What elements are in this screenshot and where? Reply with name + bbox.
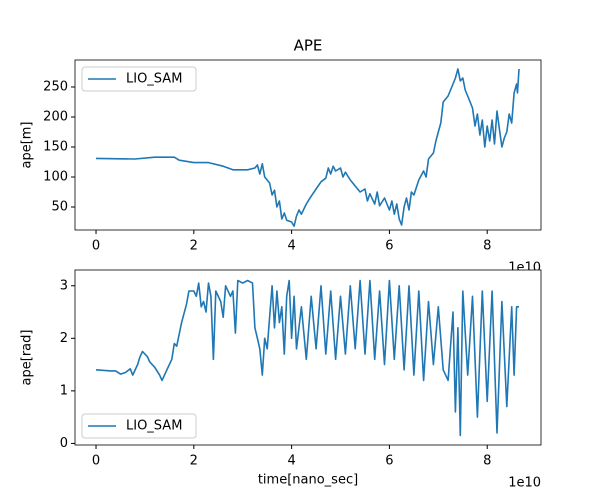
y-tick-label: 2 [60, 331, 68, 346]
y-tick-label: 150 [43, 140, 68, 155]
x-tick-label: 0 [92, 239, 100, 254]
x-tick-label: 0 [92, 454, 100, 469]
axes-frame [74, 59, 542, 231]
y-tick-label: 200 [43, 110, 68, 125]
x-tick-label: 4 [287, 239, 295, 254]
legend-label: LIO_SAM [126, 72, 182, 87]
legend-box [81, 66, 197, 92]
x-tick-label: 8 [483, 239, 491, 254]
axes-frame [74, 269, 542, 446]
x-axis-label: time[nano_sec] [258, 473, 358, 488]
data-line [95, 68, 520, 227]
y-axis-label: ape[m] [20, 121, 35, 168]
x-tick-label: 6 [385, 454, 393, 469]
x-offset-label: 1e10 [508, 476, 541, 491]
x-tick-label: 8 [483, 454, 491, 469]
x-tick-label: 6 [385, 239, 393, 254]
x-tick-label: 2 [190, 454, 198, 469]
chart-title: APE [294, 37, 323, 55]
y-tick-label: 100 [43, 170, 68, 185]
y-tick-label: 250 [43, 80, 68, 95]
y-tick-label: 1 [60, 383, 68, 398]
x-tick-label: 2 [190, 239, 198, 254]
y-tick-label: 50 [51, 200, 68, 215]
y-axis-label: ape[rad] [20, 330, 35, 386]
y-tick-label: 3 [60, 278, 68, 293]
legend-label: LIO_SAM [126, 419, 182, 434]
x-tick-label: 4 [287, 454, 295, 469]
y-tick-label: 0 [60, 436, 68, 451]
legend-box [81, 413, 197, 439]
data-line [95, 279, 519, 437]
